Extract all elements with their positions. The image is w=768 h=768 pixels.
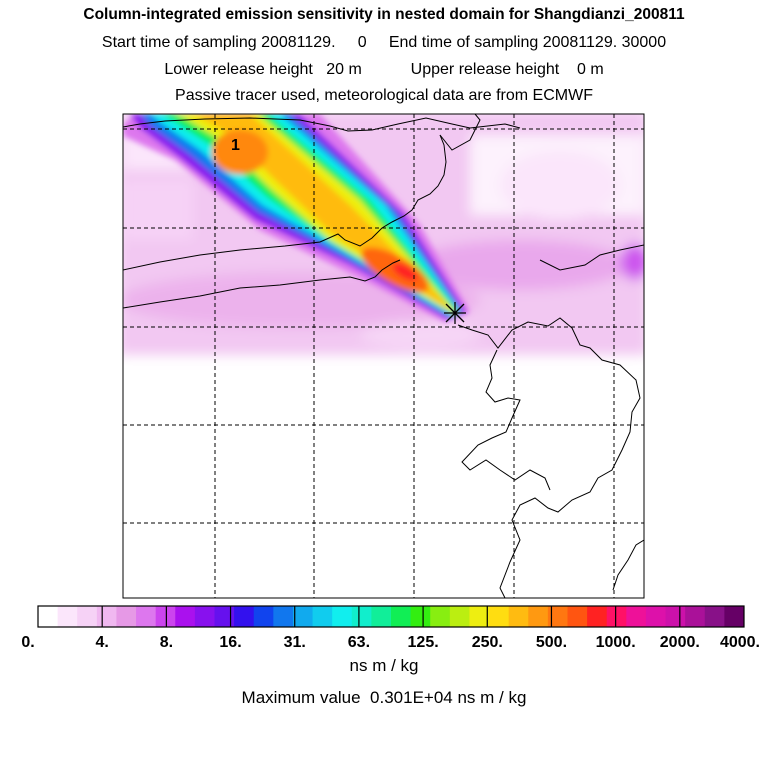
colorbar-cell: [626, 606, 647, 627]
colorbar-cell: [116, 606, 137, 627]
colorbar-tick-label: 125.: [408, 634, 439, 651]
colorbar-cell: [234, 606, 255, 627]
colorbar-tick-label: 0.: [21, 634, 34, 651]
colorbar-cell: [351, 606, 372, 627]
colorbar-cell: [253, 606, 274, 627]
colorbar-tick-label: 4.: [96, 634, 109, 651]
colorbar-cell: [273, 606, 294, 627]
colorbar-cell: [665, 606, 686, 627]
colorbar-cell: [606, 606, 627, 627]
colorbar-tick-label: 31.: [284, 634, 306, 651]
colorbar-cell: [136, 606, 157, 627]
colorbar-cell: [96, 606, 117, 627]
colorbar-cell: [155, 606, 176, 627]
colorbar-tick-label: 1000.: [596, 634, 636, 651]
title-line-1: Column-integrated emission sensitivity i…: [83, 6, 685, 23]
colorbar-border: [37, 605, 745, 628]
colorbar-tick-label: 2000.: [660, 634, 700, 651]
colorbar-cell: [38, 606, 59, 627]
colorbar-cell: [704, 606, 725, 627]
colorbar-tick-label: 63.: [348, 634, 370, 651]
colorbar-cell: [391, 606, 412, 627]
receptor-marker-icon: [444, 302, 466, 324]
colorbar-cell: [312, 606, 333, 627]
colorbar-tick-label: 8.: [160, 634, 173, 651]
colorbar-cell: [508, 606, 529, 627]
colorbar-tick-label: 500.: [536, 634, 567, 651]
colorbar-cell: [645, 606, 667, 627]
colorbar-cell: [528, 606, 549, 627]
title-line-4: Passive tracer used, meteorological data…: [175, 87, 593, 104]
maximum-value-text: Maximum value 0.301E+04 ns m / kg: [241, 688, 527, 707]
colorbar-tick-label: 4000.: [720, 634, 760, 651]
graticule: [123, 114, 644, 598]
colorbar-cell: [685, 606, 706, 627]
colorbar-cell: [214, 606, 235, 627]
colorbar-cell: [410, 606, 431, 627]
colorbar-cell: [567, 606, 588, 627]
colorbar-cell: [194, 606, 215, 627]
colorbar-cell: [57, 606, 78, 627]
colorbar-cell: [371, 606, 392, 627]
colorbar-tick-label: 250.: [472, 634, 503, 651]
colorbar-cell: [587, 606, 608, 627]
colorbar-cell: [430, 606, 451, 627]
title-line-3: Lower release height 20 m Upper release …: [164, 61, 604, 78]
colorbar-cell: [469, 606, 490, 627]
colorbar-cell: [77, 606, 98, 627]
map-frame: [122, 113, 645, 599]
colorbar-units: ns m / kg: [349, 656, 419, 675]
peak-marker-label: 1: [231, 137, 240, 154]
colorbar-cell: [449, 606, 470, 627]
colorbar-cell: [724, 606, 745, 627]
colorbar-tick-label: 16.: [219, 634, 241, 651]
colorbar-cell: [292, 606, 314, 627]
colorbar-cell: [489, 606, 510, 627]
title-line-2: Start time of sampling 20081129. 0 End t…: [101, 34, 667, 51]
colorbar-cell: [332, 606, 353, 627]
colorbar-cell: [175, 606, 196, 627]
colorbar-cell: [547, 606, 568, 627]
sensitivity-field: [123, 114, 644, 355]
